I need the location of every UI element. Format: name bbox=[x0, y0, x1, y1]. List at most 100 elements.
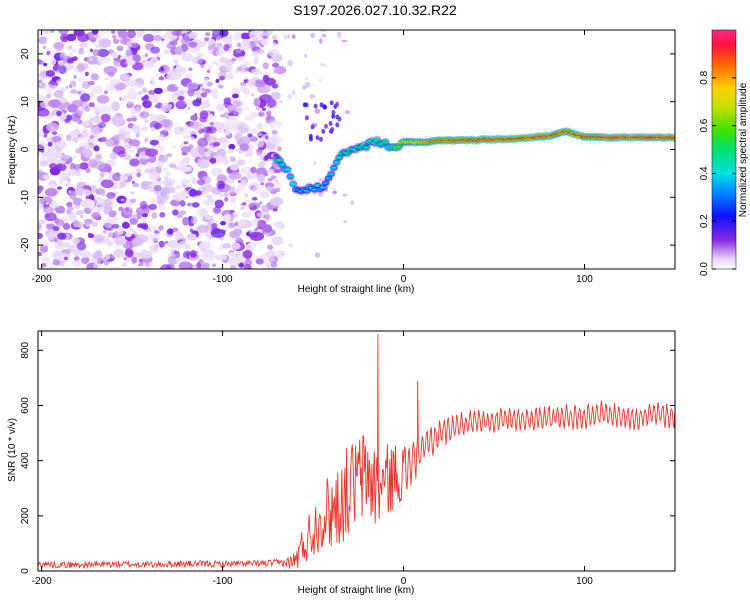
noise-blob bbox=[275, 221, 285, 230]
noise-blob bbox=[267, 244, 274, 250]
noise-blob bbox=[211, 223, 218, 229]
noise-blob bbox=[97, 55, 111, 65]
noise-blob bbox=[140, 262, 144, 266]
noise-blob bbox=[204, 151, 211, 158]
noise-blob bbox=[109, 152, 118, 160]
noise-blob bbox=[90, 37, 97, 43]
noise-blob bbox=[119, 180, 127, 188]
noise-blob bbox=[98, 121, 106, 128]
noise-blob bbox=[114, 237, 127, 246]
noise-blob bbox=[222, 159, 230, 166]
noise-blob bbox=[318, 78, 322, 83]
noise-blob bbox=[172, 209, 179, 216]
noise-blob bbox=[287, 94, 292, 99]
x-tick-label: -100 bbox=[213, 576, 233, 587]
noise-blob bbox=[227, 72, 234, 80]
noise-blob bbox=[135, 252, 144, 258]
y-tick-label: 0 bbox=[20, 146, 31, 152]
noise-blob bbox=[214, 46, 219, 52]
y-tick-label: 200 bbox=[20, 507, 31, 524]
noise-blob bbox=[85, 222, 90, 227]
noise-blob bbox=[260, 182, 265, 186]
noise-blob bbox=[161, 186, 171, 195]
noise-blob bbox=[197, 179, 206, 186]
noise-blob bbox=[266, 186, 274, 192]
noise-blob bbox=[43, 45, 47, 50]
noise-blob bbox=[179, 200, 186, 207]
noise-blob bbox=[135, 132, 141, 139]
noise-blob bbox=[50, 127, 58, 132]
colorbar bbox=[712, 30, 736, 269]
noise-blob bbox=[125, 207, 129, 212]
noise-blob bbox=[49, 30, 55, 33]
noise-blob bbox=[52, 226, 60, 231]
noise-blob bbox=[187, 202, 193, 207]
noise-blob bbox=[87, 232, 92, 237]
noise-blob bbox=[263, 171, 269, 177]
noise-blob bbox=[100, 179, 114, 189]
noise-blob bbox=[248, 33, 255, 38]
noise-blob bbox=[52, 258, 60, 266]
colorbar-tick-label: 0.8 bbox=[699, 70, 710, 84]
noise-blob bbox=[91, 212, 101, 220]
noise-blob bbox=[131, 38, 139, 44]
noise-blob bbox=[196, 208, 209, 216]
noise-blob bbox=[248, 202, 261, 210]
noise-blob bbox=[310, 32, 316, 39]
noise-blob bbox=[304, 53, 308, 59]
noise-blob bbox=[264, 155, 269, 161]
noise-blob bbox=[154, 243, 161, 249]
noise-blob bbox=[80, 198, 96, 209]
noise-blob bbox=[113, 59, 123, 67]
noise-blob bbox=[106, 192, 116, 199]
snr-panel: -200 -100 0 100 0 200 400 600 800 Height of str… bbox=[7, 330, 676, 596]
noise-blob bbox=[177, 95, 185, 101]
noise-blob bbox=[97, 105, 112, 115]
noise-blob bbox=[81, 129, 89, 138]
noise-blob bbox=[117, 230, 124, 235]
noise-blob bbox=[231, 57, 237, 62]
noise-blob bbox=[131, 117, 137, 122]
noise-blob bbox=[239, 45, 244, 51]
track-segment bbox=[371, 142, 378, 144]
noise-blob bbox=[91, 221, 99, 228]
noise-blob bbox=[82, 148, 93, 158]
noise-blob bbox=[169, 248, 175, 254]
noise-blob bbox=[139, 111, 150, 119]
noise-blob bbox=[250, 219, 259, 228]
noise-blob bbox=[56, 110, 62, 117]
noise-blob bbox=[38, 218, 47, 225]
noise-blob bbox=[126, 172, 131, 177]
noise-blob bbox=[204, 230, 211, 238]
track-segment bbox=[335, 101, 340, 107]
track-segment bbox=[322, 182, 329, 184]
noise-blob bbox=[171, 145, 177, 149]
noise-blob bbox=[199, 110, 209, 120]
noise-blob bbox=[228, 222, 236, 229]
noise-blob bbox=[240, 32, 251, 40]
noise-blob bbox=[212, 60, 217, 64]
noise-blob bbox=[59, 61, 66, 66]
noise-blob bbox=[165, 170, 171, 177]
noise-blob bbox=[202, 200, 208, 205]
noise-blob bbox=[158, 225, 164, 231]
noise-blob bbox=[206, 81, 213, 87]
noise-blob bbox=[264, 135, 269, 140]
noise-blob bbox=[216, 42, 223, 48]
noise-blob bbox=[225, 125, 231, 130]
noise-blob bbox=[68, 84, 73, 89]
noise-blob bbox=[153, 87, 163, 95]
track-segment bbox=[319, 186, 327, 189]
noise-blob bbox=[241, 211, 252, 219]
noise-blob bbox=[136, 168, 142, 173]
noise-blob bbox=[167, 255, 179, 265]
noise-blob bbox=[154, 104, 158, 109]
noise-blob bbox=[88, 102, 95, 108]
noise-blob bbox=[130, 191, 134, 195]
noise-blob bbox=[229, 123, 239, 132]
noise-blob bbox=[38, 223, 42, 231]
noise-blob bbox=[239, 136, 251, 145]
noise-blob bbox=[44, 212, 57, 222]
colorbar-tick-label: 0.0 bbox=[699, 262, 710, 276]
noise-blob bbox=[226, 214, 232, 220]
